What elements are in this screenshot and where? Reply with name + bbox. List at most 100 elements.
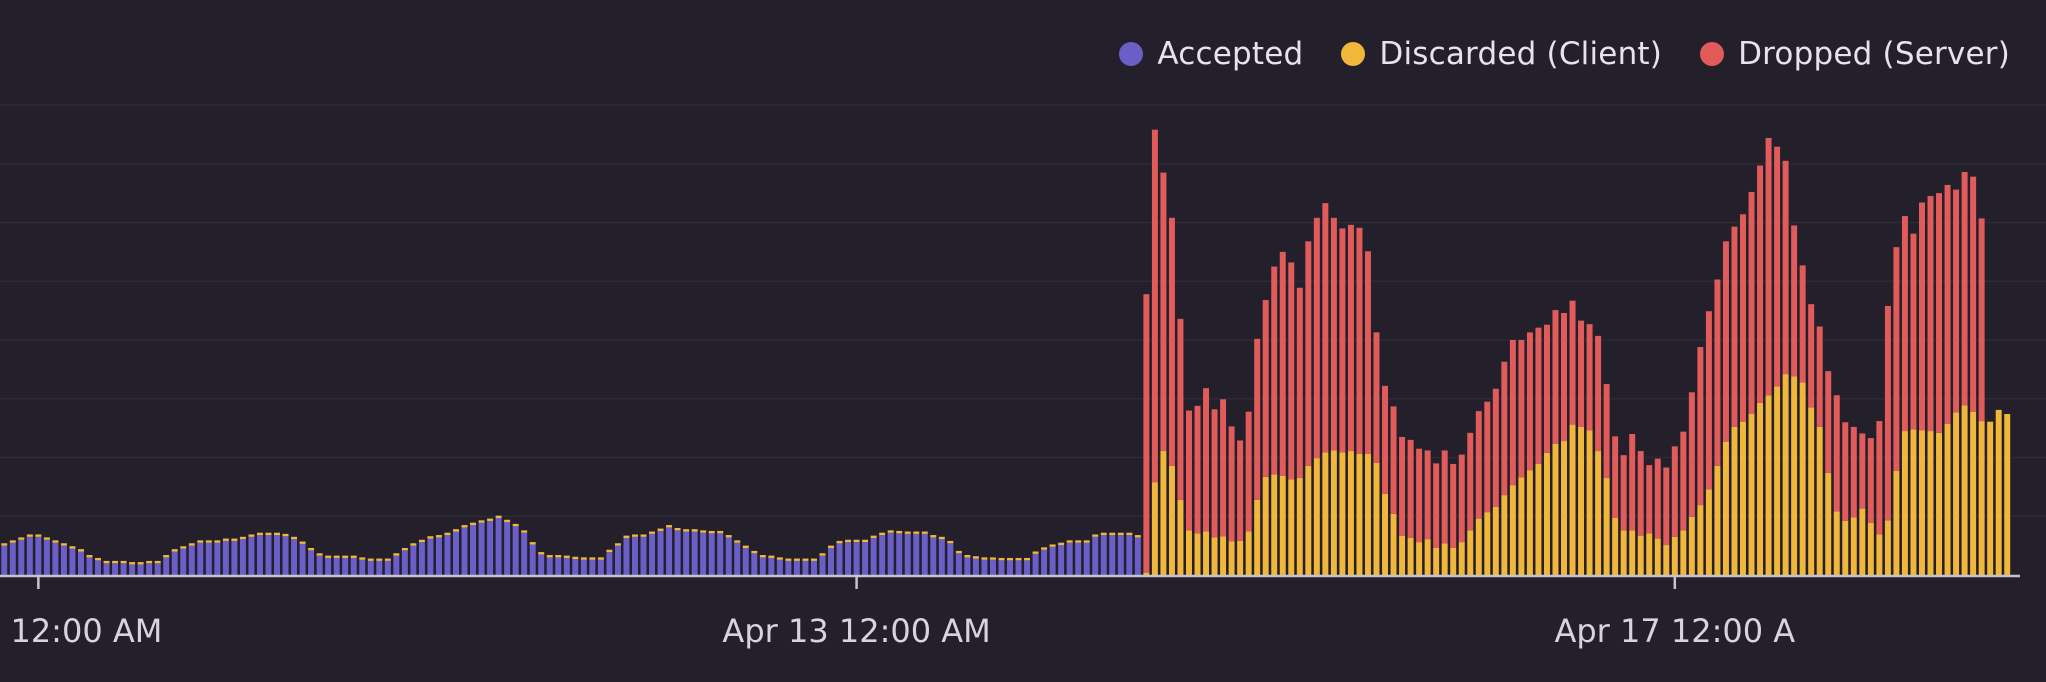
bar-discarded-client — [1936, 433, 1942, 575]
bar-accepted — [112, 563, 118, 575]
legend-item-accepted[interactable]: Accepted — [1119, 36, 1303, 72]
bar-discarded-client — [1501, 495, 1507, 575]
bar-discarded-client — [905, 532, 911, 534]
bar-discarded-client — [1007, 558, 1013, 560]
bar-accepted — [87, 557, 93, 575]
bar-dropped-server — [1408, 440, 1414, 538]
bar-dropped-server — [1152, 130, 1158, 483]
bar-accepted — [964, 557, 970, 575]
bar-dropped-server — [1697, 347, 1703, 505]
bar-discarded-client — [257, 533, 263, 535]
bar-dropped-server — [1749, 192, 1755, 414]
bar-discarded-client — [1655, 539, 1661, 575]
bar-discarded-client — [1518, 477, 1524, 575]
bar-dropped-server — [1305, 241, 1311, 465]
bar-dropped-server — [1766, 138, 1772, 395]
bar-accepted — [1024, 560, 1030, 575]
bar-discarded-client — [1, 543, 7, 545]
bar-accepted — [581, 560, 587, 575]
bar-discarded-client — [1135, 535, 1141, 537]
bar-discarded-client — [1663, 545, 1669, 575]
bar-accepted — [785, 561, 791, 575]
bar-discarded-client — [112, 561, 118, 563]
bar-discarded-client — [1893, 471, 1899, 575]
bar-discarded-client — [487, 519, 493, 521]
bar-dropped-server — [1263, 300, 1269, 477]
bar-dropped-server — [1237, 440, 1243, 540]
bar-discarded-client — [1314, 458, 1320, 575]
bar-accepted — [300, 544, 306, 575]
bar-dropped-server — [1714, 279, 1720, 465]
bar-dropped-server — [1595, 336, 1601, 451]
bar-discarded-client — [444, 533, 450, 535]
bar-discarded-client — [632, 534, 638, 536]
bar-accepted — [743, 548, 749, 575]
bar-discarded-client — [1859, 509, 1865, 575]
bar-accepted — [1007, 560, 1013, 575]
bar-discarded-client — [913, 532, 919, 534]
bar-accepted — [1135, 537, 1141, 575]
bar-discarded-client — [393, 553, 399, 555]
bar-accepted — [649, 534, 655, 575]
x-tick-label: Apr 17 12:00 A — [1554, 612, 1795, 650]
bar-discarded-client — [709, 531, 715, 533]
bar-accepted — [845, 542, 851, 575]
bar-dropped-server — [1314, 218, 1320, 458]
bar-discarded-client — [69, 546, 75, 548]
bar-dropped-server — [1825, 371, 1831, 473]
legend-item-dropped-server[interactable]: Dropped (Server) — [1700, 36, 2010, 72]
bar-dropped-server — [1459, 455, 1465, 543]
bar-discarded-client — [1331, 450, 1337, 575]
bar-accepted — [35, 537, 41, 575]
bar-discarded-client — [1476, 519, 1482, 575]
bar-dropped-server — [1834, 395, 1840, 511]
bar-discarded-client — [922, 532, 928, 534]
bar-discarded-client — [1910, 429, 1916, 575]
bar-discarded-client — [1109, 533, 1115, 535]
bar-accepted — [368, 561, 374, 575]
bar-discarded-client — [888, 530, 894, 532]
bar-accepted — [453, 532, 459, 575]
bar-discarded-client — [1962, 405, 1968, 575]
bar-dropped-server — [1561, 313, 1567, 441]
bar-discarded-client — [1723, 442, 1729, 575]
bar-accepted — [888, 533, 894, 575]
bar-discarded-client — [129, 562, 135, 564]
bar-discarded-client — [828, 546, 834, 548]
bar-discarded-client — [726, 535, 732, 537]
legend-swatch — [1119, 42, 1143, 66]
bar-accepted — [930, 537, 936, 575]
bar-dropped-server — [1544, 325, 1550, 453]
bar-dropped-server — [1655, 459, 1661, 539]
bar-discarded-client — [317, 553, 323, 555]
bar-accepted — [1067, 543, 1073, 575]
bar-discarded-client — [78, 549, 84, 551]
bar-discarded-client — [692, 529, 698, 531]
x-tick-label: Apr 13 12:00 AM — [722, 612, 990, 650]
legend-item-discarded-client[interactable]: Discarded (Client) — [1341, 36, 1662, 72]
bar-accepted — [163, 557, 169, 575]
bar-discarded-client — [581, 557, 587, 559]
bar-discarded-client — [1731, 427, 1737, 575]
bar-accepted — [444, 535, 450, 575]
bar-discarded-client — [521, 530, 527, 532]
bar-accepted — [308, 550, 314, 575]
legend-swatch — [1341, 42, 1365, 66]
bar-accepted — [879, 535, 885, 575]
bar-accepted — [436, 537, 442, 575]
bar-accepted — [1101, 535, 1107, 575]
bar-discarded-client — [274, 533, 280, 535]
bar-discarded-client — [1970, 412, 1976, 575]
bar-discarded-client — [180, 546, 186, 548]
bar-discarded-client — [1484, 512, 1490, 575]
bar-discarded-client — [87, 555, 93, 557]
legend-swatch — [1700, 42, 1724, 66]
bar-discarded-client — [1987, 422, 1993, 575]
bar-accepted — [351, 558, 357, 575]
bar-dropped-server — [1740, 214, 1746, 421]
bar-accepted — [78, 552, 84, 576]
bar-accepted — [692, 532, 698, 575]
bar-discarded-client — [1101, 533, 1107, 535]
bar-accepted — [462, 527, 468, 575]
bar-dropped-server — [1467, 433, 1473, 531]
